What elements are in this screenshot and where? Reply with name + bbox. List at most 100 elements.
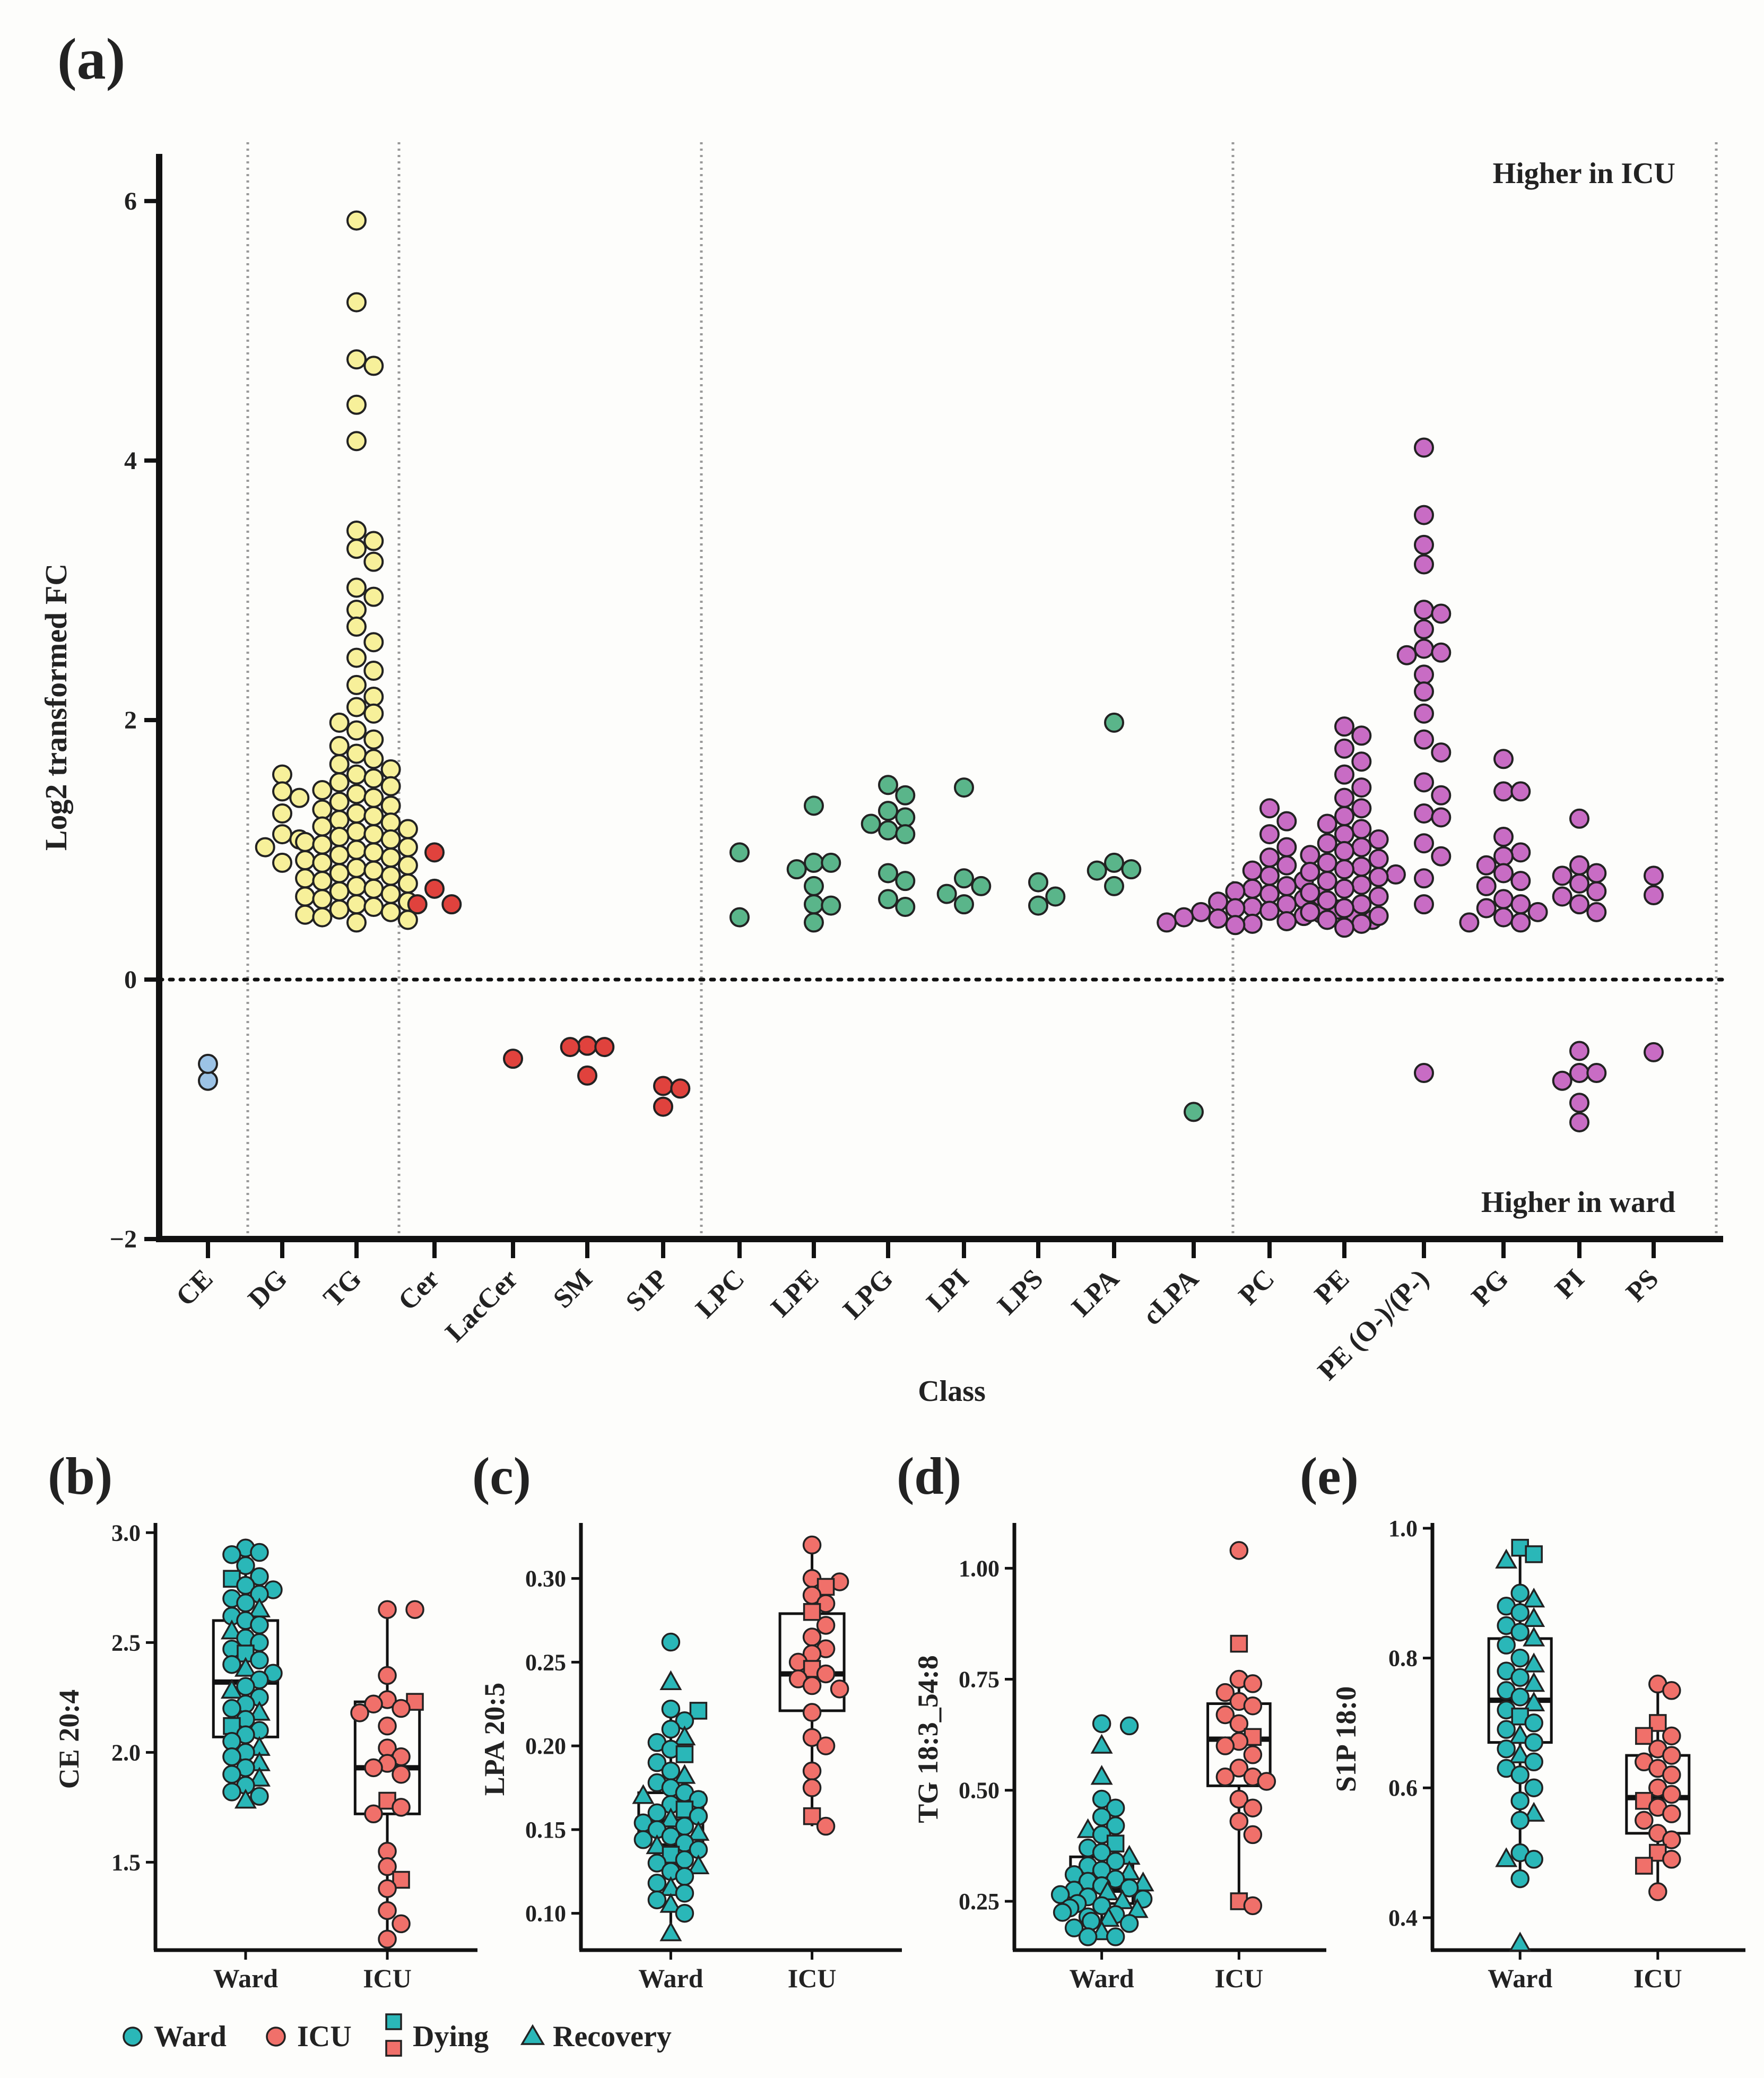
data-point-lpe xyxy=(804,795,824,816)
data-point-icu xyxy=(1229,1789,1249,1809)
data-point-ward xyxy=(222,1782,241,1802)
legend: Ward ICU Dying Recovery xyxy=(123,2013,672,2057)
data-point-ward xyxy=(1092,1714,1111,1733)
panel-c: (c) 0.10 0.15 0.20 0.25 0.30 LPA 20:5 Ward ICU xyxy=(472,1447,902,1993)
data-point-icu xyxy=(1215,1736,1235,1755)
data-point-tg xyxy=(346,292,367,313)
data-point-pg xyxy=(1510,871,1531,891)
data-point-cer xyxy=(441,894,462,915)
y-tick-label: 0 xyxy=(124,966,137,994)
data-point-lpi xyxy=(971,876,992,896)
data-point-recovery xyxy=(248,1767,271,1787)
data-point-pe xyxy=(1334,716,1354,737)
data-point-cer xyxy=(424,878,445,899)
data-point-pe xyxy=(1317,871,1337,891)
data-point-tg xyxy=(312,889,333,910)
data-point-tg xyxy=(397,910,418,930)
data-point-recovery xyxy=(1523,1802,1545,1822)
data-point-icu xyxy=(350,1703,369,1722)
data-point-pe xyxy=(1351,725,1372,746)
data-point-ward xyxy=(1524,1850,1543,1869)
data-point-tg xyxy=(363,878,384,899)
y-tick-label: 0.25 xyxy=(959,1889,1000,1915)
y-tick-label: 4 xyxy=(124,447,137,475)
data-point-icu xyxy=(1243,1825,1263,1845)
data-point-icu xyxy=(802,1703,822,1722)
x-tick-label: Ward xyxy=(1488,1963,1552,1993)
data-point-icu xyxy=(1229,1541,1249,1560)
data-point-tg xyxy=(295,886,316,907)
y-tick-label: 3.0 xyxy=(111,1520,141,1546)
annotation-higher-ward: Higher in ward xyxy=(1481,1186,1675,1219)
data-point-lpe xyxy=(786,859,807,880)
data-point-dying xyxy=(1230,1634,1248,1653)
data-point-lpc xyxy=(729,842,750,863)
data-point-pe xyxy=(1334,898,1354,919)
data-point-pg xyxy=(1476,876,1497,896)
data-point-pe xyxy=(1300,882,1320,903)
data-point-lps xyxy=(1028,872,1048,893)
data-point-ward xyxy=(1497,1720,1516,1739)
data-point-pi xyxy=(1586,902,1607,922)
data-point-icu xyxy=(802,1778,822,1797)
data-point-icu xyxy=(802,1535,822,1555)
data-point-pe xyxy=(1317,852,1337,873)
data-point-pe xyxy=(1351,913,1372,934)
data-point-tg xyxy=(346,803,367,824)
data-point-lpc xyxy=(729,907,750,928)
data-point-tg xyxy=(346,431,367,452)
data-point-tg xyxy=(363,729,384,750)
data-point-s1p xyxy=(653,1096,673,1117)
data-point-tg xyxy=(363,703,384,724)
data-point-pe-o-p- xyxy=(1414,703,1434,724)
x-axis-title: Class xyxy=(918,1375,986,1408)
data-point-pe xyxy=(1300,902,1320,922)
data-point-pi xyxy=(1569,855,1589,876)
data-point-icu xyxy=(1215,1683,1235,1702)
data-point-ward xyxy=(250,1615,269,1634)
data-point-icu xyxy=(378,1666,397,1685)
data-point-pc xyxy=(1225,898,1246,919)
data-point-icu xyxy=(364,1694,383,1713)
data-point-tg xyxy=(346,647,367,668)
data-point-ps xyxy=(1644,885,1664,906)
data-point-icu xyxy=(816,1664,836,1684)
data-point-lpi xyxy=(954,868,974,889)
data-point-recovery xyxy=(659,1921,682,1942)
data-point-tg xyxy=(363,661,384,681)
data-point-icu xyxy=(364,1758,383,1778)
data-point-tg xyxy=(295,904,316,925)
data-point-ward xyxy=(1510,1603,1530,1622)
data-point-pe xyxy=(1368,886,1389,907)
data-point-recovery xyxy=(632,1784,655,1804)
data-point-pc xyxy=(1276,911,1297,931)
data-point-pe xyxy=(1334,841,1354,861)
data-point-cer xyxy=(424,842,445,863)
data-point-lpg xyxy=(895,871,916,891)
x-tick-label: Ward xyxy=(213,1963,278,1993)
data-point-s1p xyxy=(653,1076,673,1096)
data-point-ward xyxy=(1106,1927,1125,1946)
panel-label: (e) xyxy=(1300,1447,1359,1505)
data-point-pc xyxy=(1276,894,1297,915)
data-point-dying xyxy=(378,1791,396,1810)
data-point-ps xyxy=(1644,865,1664,886)
y-tick-label: 0.15 xyxy=(525,1817,566,1843)
data-point-pi xyxy=(1569,873,1589,894)
data-point-recovery xyxy=(659,1893,682,1913)
data-point-pe-o-p- xyxy=(1414,638,1434,659)
data-point-ward xyxy=(1524,1752,1543,1772)
data-point-icu xyxy=(392,1765,411,1784)
data-point-tg xyxy=(346,697,367,717)
data-point-icu xyxy=(1662,1726,1681,1746)
data-point-dying xyxy=(1525,1545,1543,1563)
data-point-ward xyxy=(1078,1927,1098,1946)
y-tick-label: 0.8 xyxy=(1388,1646,1418,1672)
data-point-recovery xyxy=(1111,1889,1134,1909)
x-tick-label: ICU xyxy=(363,1963,412,1993)
y-tick-label: 0.75 xyxy=(959,1667,1000,1693)
x-tick-label: ICU xyxy=(1633,1963,1682,1993)
data-point-pc xyxy=(1208,908,1229,929)
data-point-pe xyxy=(1334,824,1354,845)
data-point-icu xyxy=(816,1816,836,1836)
